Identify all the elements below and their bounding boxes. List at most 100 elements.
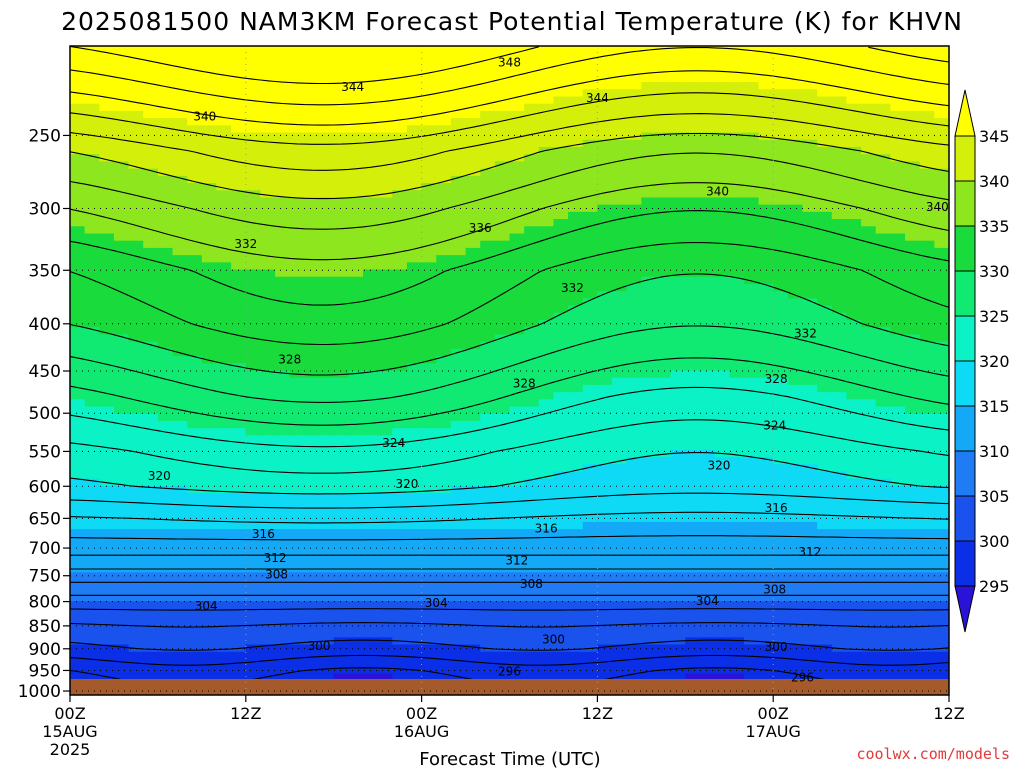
field-cell: [861, 125, 877, 134]
field-cell: [128, 262, 144, 271]
field-cell: [641, 392, 657, 400]
field-cell: [231, 493, 247, 501]
field-cell: [377, 247, 393, 256]
field-cell: [70, 312, 86, 321]
field-cell: [231, 608, 247, 617]
field-cell: [436, 161, 452, 170]
field-cell: [348, 291, 364, 299]
field-cell: [187, 601, 203, 610]
field-cell: [436, 190, 452, 199]
field-cell: [157, 190, 174, 199]
field-cell: [582, 543, 598, 552]
field-cell: [685, 226, 701, 235]
field-cell: [494, 435, 511, 444]
field-cell: [377, 622, 393, 631]
field-cell: [319, 392, 335, 400]
field-cell: [817, 413, 833, 422]
field-cell: [319, 60, 335, 69]
field-cell: [421, 118, 437, 126]
field-cell: [348, 399, 364, 408]
field-cell: [187, 644, 203, 653]
field-cell: [187, 356, 203, 364]
field-cell: [641, 291, 657, 299]
field-cell: [787, 500, 804, 509]
field-cell: [685, 60, 701, 69]
field-cell: [172, 420, 188, 429]
field-cell: [70, 82, 86, 90]
field-cell: [626, 637, 642, 646]
field-cell: [143, 449, 159, 458]
field-cell: [831, 53, 848, 62]
field-cell: [524, 312, 540, 321]
field-cell: [70, 543, 86, 552]
field-cell: [392, 226, 408, 235]
field-cell: [787, 651, 804, 660]
field-cell: [421, 449, 437, 458]
field-cell: [187, 435, 203, 444]
field-cell: [421, 74, 437, 83]
field-cell: [421, 442, 437, 451]
field-cell: [656, 341, 672, 350]
field-cell: [743, 622, 760, 631]
field-cell: [406, 507, 423, 516]
field-cell: [421, 312, 437, 321]
field-cell: [201, 320, 218, 328]
field-cell: [172, 478, 188, 487]
field-cell: [817, 233, 833, 242]
field-cell: [729, 579, 745, 588]
field-cell: [553, 399, 569, 408]
field-cell: [626, 449, 642, 458]
field-cell: [377, 305, 393, 314]
field-cell: [450, 630, 467, 638]
field-cell: [260, 579, 276, 588]
field-cell: [509, 334, 525, 343]
field-cell: [670, 219, 686, 227]
field-cell: [216, 377, 232, 386]
field-cell: [333, 637, 349, 646]
field-cell: [216, 146, 232, 155]
field-cell: [861, 348, 877, 357]
field-cell: [685, 175, 701, 184]
field-cell: [201, 125, 218, 134]
field-cell: [84, 168, 100, 177]
field-cell: [509, 190, 525, 199]
field-cell: [84, 586, 100, 595]
field-cell: [70, 175, 86, 184]
field-cell: [612, 644, 628, 653]
field-cell: [597, 320, 613, 328]
field-cell: [319, 334, 335, 343]
field-cell: [450, 493, 467, 501]
field-cell: [216, 485, 232, 494]
field-cell: [685, 197, 701, 206]
field-cell: [201, 579, 218, 588]
field-cell: [187, 291, 203, 299]
field-cell: [436, 74, 452, 83]
field-cell: [714, 204, 730, 213]
field-cell: [348, 601, 364, 610]
field-cell: [670, 529, 686, 537]
field-cell: [216, 168, 232, 177]
field-cell: [553, 226, 569, 235]
field-cell: [641, 536, 657, 545]
field-cell: [494, 370, 511, 379]
field-cell: [553, 442, 569, 451]
field-cell: [817, 529, 833, 537]
field-cell: [524, 601, 540, 610]
field-cell: [99, 183, 115, 191]
field-cell: [846, 644, 862, 653]
field-cell: [436, 356, 452, 364]
field-cell: [656, 168, 672, 177]
field-cell: [201, 233, 218, 242]
field-cell: [377, 298, 393, 307]
field-cell: [377, 406, 393, 415]
field-cell: [626, 500, 642, 509]
field-cell: [319, 557, 335, 566]
field-cell: [436, 334, 452, 343]
field-cell: [480, 536, 496, 545]
field-cell: [729, 471, 745, 480]
field-cell: [143, 139, 159, 148]
field-cell: [494, 377, 511, 386]
field-cell: [450, 247, 467, 256]
field-cell: [319, 341, 335, 350]
field-cell: [333, 161, 349, 170]
